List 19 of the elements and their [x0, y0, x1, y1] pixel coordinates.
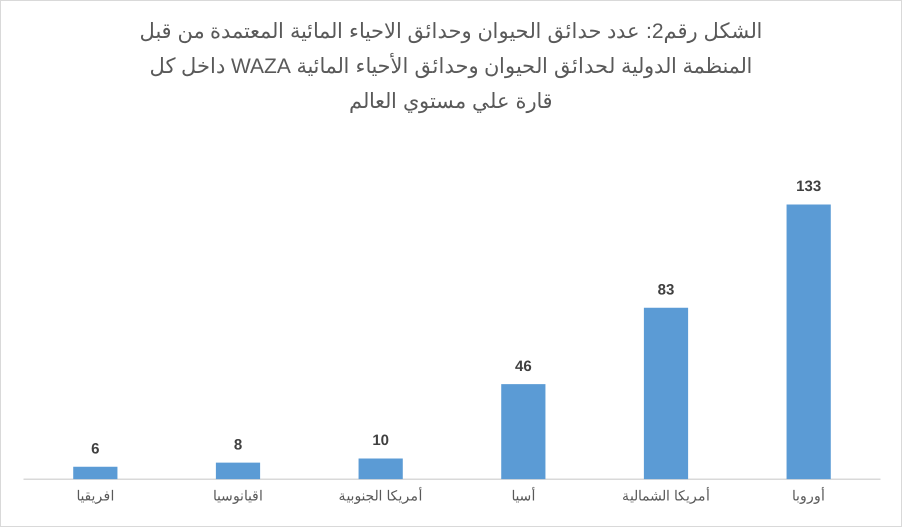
bar [73, 466, 118, 480]
x-tick-label: أوروبا [792, 485, 826, 504]
x-tick-label: أمريكا الجنوبية [338, 485, 423, 504]
data-label: 46 [514, 358, 532, 375]
x-tick-label: افريقيا [76, 487, 114, 504]
x-tick-label: اقيانوسيا [213, 487, 263, 504]
x-tick-label: أسيا [511, 485, 536, 504]
bar [786, 204, 831, 480]
bar [216, 462, 260, 480]
chart-title: الشكل رقم2: عدد حدائق الحيوان وحدائق الاحياء المائية المعتمدة من قبل المنظمة الدولية لحدائق الحيوان وحدائق الأحياء المائية WAZA داخل كل قارة علي مستوي العالم [138, 19, 764, 116]
data-label: 133 [796, 178, 822, 196]
bar [644, 308, 688, 480]
bar [358, 458, 403, 480]
bar [501, 384, 546, 480]
data-label: 83 [658, 281, 674, 298]
x-tick-label: أمريكا الشمالية [622, 485, 710, 504]
data-label: 8 [234, 436, 242, 454]
data-label: 10 [372, 432, 390, 450]
data-label: 6 [91, 440, 100, 458]
